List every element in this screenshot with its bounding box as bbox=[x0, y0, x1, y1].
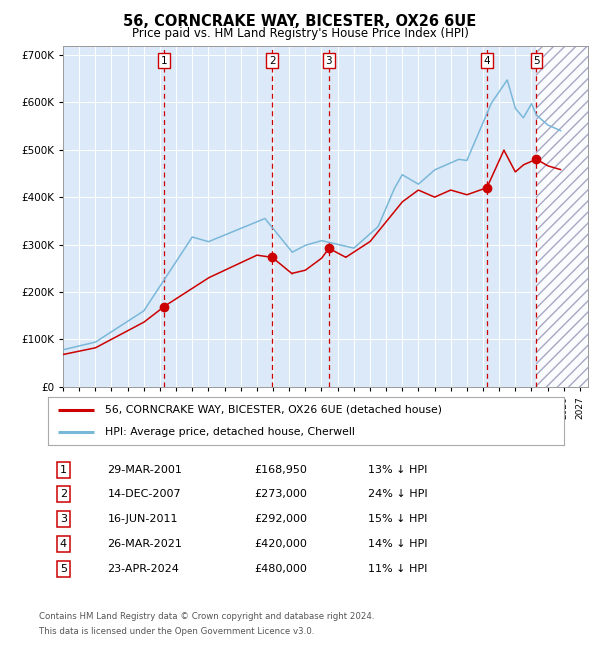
Text: 14% ↓ HPI: 14% ↓ HPI bbox=[368, 539, 427, 549]
Text: 56, CORNCRAKE WAY, BICESTER, OX26 6UE (detached house): 56, CORNCRAKE WAY, BICESTER, OX26 6UE (d… bbox=[105, 405, 442, 415]
Text: 4: 4 bbox=[484, 56, 490, 66]
Text: 4: 4 bbox=[60, 539, 67, 549]
Text: 5: 5 bbox=[60, 564, 67, 574]
Text: 13% ↓ HPI: 13% ↓ HPI bbox=[368, 465, 427, 475]
Text: 56, CORNCRAKE WAY, BICESTER, OX26 6UE: 56, CORNCRAKE WAY, BICESTER, OX26 6UE bbox=[124, 14, 476, 29]
Text: HPI: Average price, detached house, Cherwell: HPI: Average price, detached house, Cher… bbox=[105, 427, 355, 437]
Text: 1: 1 bbox=[160, 56, 167, 66]
Text: £292,000: £292,000 bbox=[254, 514, 307, 524]
Text: 11% ↓ HPI: 11% ↓ HPI bbox=[368, 564, 427, 574]
Text: £168,950: £168,950 bbox=[254, 465, 307, 475]
Polygon shape bbox=[536, 46, 588, 387]
Text: 1: 1 bbox=[60, 465, 67, 475]
Text: £273,000: £273,000 bbox=[254, 489, 307, 499]
Text: 16-JUN-2011: 16-JUN-2011 bbox=[107, 514, 178, 524]
Text: 5: 5 bbox=[533, 56, 540, 66]
Text: 14-DEC-2007: 14-DEC-2007 bbox=[107, 489, 181, 499]
Text: £420,000: £420,000 bbox=[254, 539, 307, 549]
Text: 3: 3 bbox=[326, 56, 332, 66]
Text: 29-MAR-2001: 29-MAR-2001 bbox=[107, 465, 182, 475]
Text: This data is licensed under the Open Government Licence v3.0.: This data is licensed under the Open Gov… bbox=[39, 627, 314, 636]
Text: 23-APR-2024: 23-APR-2024 bbox=[107, 564, 179, 574]
Text: 24% ↓ HPI: 24% ↓ HPI bbox=[368, 489, 428, 499]
Text: 3: 3 bbox=[60, 514, 67, 524]
Text: 2: 2 bbox=[60, 489, 67, 499]
Text: Contains HM Land Registry data © Crown copyright and database right 2024.: Contains HM Land Registry data © Crown c… bbox=[39, 612, 374, 621]
Text: £480,000: £480,000 bbox=[254, 564, 307, 574]
Text: Price paid vs. HM Land Registry's House Price Index (HPI): Price paid vs. HM Land Registry's House … bbox=[131, 27, 469, 40]
Text: 2: 2 bbox=[269, 56, 275, 66]
Text: 26-MAR-2021: 26-MAR-2021 bbox=[107, 539, 182, 549]
Text: 15% ↓ HPI: 15% ↓ HPI bbox=[368, 514, 427, 524]
